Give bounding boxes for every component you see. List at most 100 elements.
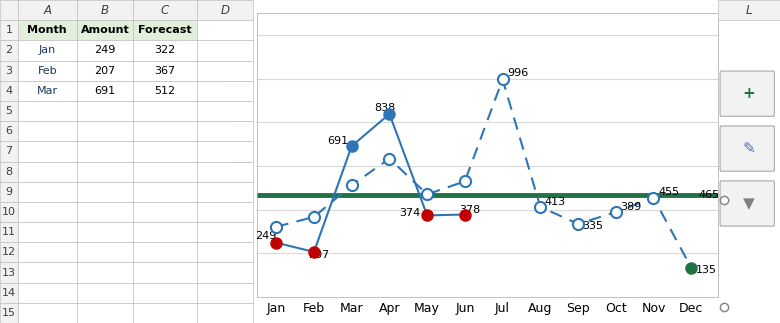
Bar: [197, 0, 253, 20]
Text: C: C: [161, 4, 169, 16]
Bar: [0, 222, 18, 242]
Text: +: +: [743, 86, 755, 101]
Bar: [18, 141, 76, 162]
Bar: [133, 101, 197, 121]
Text: 455: 455: [658, 187, 679, 197]
Text: ▼: ▼: [743, 196, 755, 211]
Bar: [76, 222, 133, 242]
Bar: [18, 40, 76, 61]
Text: 378: 378: [459, 205, 480, 215]
Bar: [0, 202, 18, 222]
Text: 5: 5: [5, 106, 12, 116]
Text: 322: 322: [154, 46, 176, 56]
Text: Mar: Mar: [37, 86, 58, 96]
Text: 11: 11: [2, 227, 16, 237]
Bar: [18, 121, 76, 141]
Bar: [133, 20, 197, 40]
Bar: [133, 182, 197, 202]
Bar: [76, 20, 133, 40]
Bar: [0, 162, 18, 182]
Text: 374: 374: [399, 208, 420, 218]
Bar: [0, 283, 18, 303]
Text: 10: 10: [2, 207, 16, 217]
Text: 691: 691: [94, 86, 115, 96]
Text: 1: 1: [5, 25, 12, 35]
Bar: [76, 283, 133, 303]
Bar: [76, 0, 133, 20]
Text: 691: 691: [327, 136, 348, 146]
Text: 249: 249: [94, 46, 115, 56]
Text: 413: 413: [545, 197, 566, 207]
Text: 6: 6: [5, 126, 12, 136]
Bar: [76, 303, 133, 323]
Bar: [18, 101, 76, 121]
Bar: [18, 222, 76, 242]
Bar: [133, 81, 197, 101]
Bar: [0, 262, 18, 283]
Text: 389: 389: [620, 202, 641, 212]
Bar: [18, 81, 76, 101]
Text: 7: 7: [5, 146, 12, 156]
Text: 335: 335: [583, 221, 604, 231]
Bar: [197, 222, 253, 242]
Bar: [76, 40, 133, 61]
Bar: [18, 61, 76, 81]
Bar: [76, 182, 133, 202]
Bar: [18, 202, 76, 222]
Bar: [18, 182, 76, 202]
Bar: [76, 262, 133, 283]
Text: 15: 15: [2, 308, 16, 318]
Text: 465: 465: [698, 191, 719, 201]
FancyBboxPatch shape: [720, 71, 775, 116]
Text: Feb: Feb: [37, 66, 57, 76]
Bar: [718, 0, 780, 20]
Text: ✎: ✎: [743, 141, 755, 156]
Bar: [76, 81, 133, 101]
Bar: [0, 182, 18, 202]
Bar: [197, 262, 253, 283]
Bar: [18, 20, 76, 40]
Bar: [76, 242, 133, 262]
Bar: [197, 40, 253, 61]
Bar: [133, 121, 197, 141]
Bar: [197, 61, 253, 81]
Text: A: A: [43, 4, 51, 16]
Bar: [133, 202, 197, 222]
Bar: [0, 20, 18, 40]
Bar: [197, 20, 253, 40]
Bar: [133, 283, 197, 303]
Bar: [197, 141, 253, 162]
Text: 13: 13: [2, 267, 16, 277]
Text: 4: 4: [5, 86, 12, 96]
Text: 14: 14: [2, 288, 16, 298]
Bar: [0, 81, 18, 101]
Text: 12: 12: [2, 247, 16, 257]
Bar: [197, 162, 253, 182]
Bar: [197, 81, 253, 101]
Bar: [197, 121, 253, 141]
Text: Forecast: Forecast: [138, 25, 192, 35]
Text: 135: 135: [696, 265, 717, 275]
Text: 512: 512: [154, 86, 176, 96]
Text: 207: 207: [94, 66, 115, 76]
Bar: [197, 242, 253, 262]
Bar: [133, 222, 197, 242]
FancyBboxPatch shape: [720, 126, 775, 171]
Bar: [0, 40, 18, 61]
Bar: [197, 283, 253, 303]
Bar: [197, 182, 253, 202]
Bar: [76, 202, 133, 222]
Bar: [133, 303, 197, 323]
Text: 3: 3: [5, 66, 12, 76]
FancyBboxPatch shape: [720, 181, 775, 226]
Text: D: D: [221, 4, 229, 16]
Bar: [133, 0, 197, 20]
Text: B: B: [101, 4, 109, 16]
Bar: [0, 121, 18, 141]
Text: 838: 838: [374, 103, 395, 113]
Text: 249: 249: [255, 231, 276, 241]
Text: 367: 367: [154, 66, 176, 76]
Text: 9: 9: [5, 187, 12, 197]
Bar: [133, 61, 197, 81]
Bar: [18, 242, 76, 262]
